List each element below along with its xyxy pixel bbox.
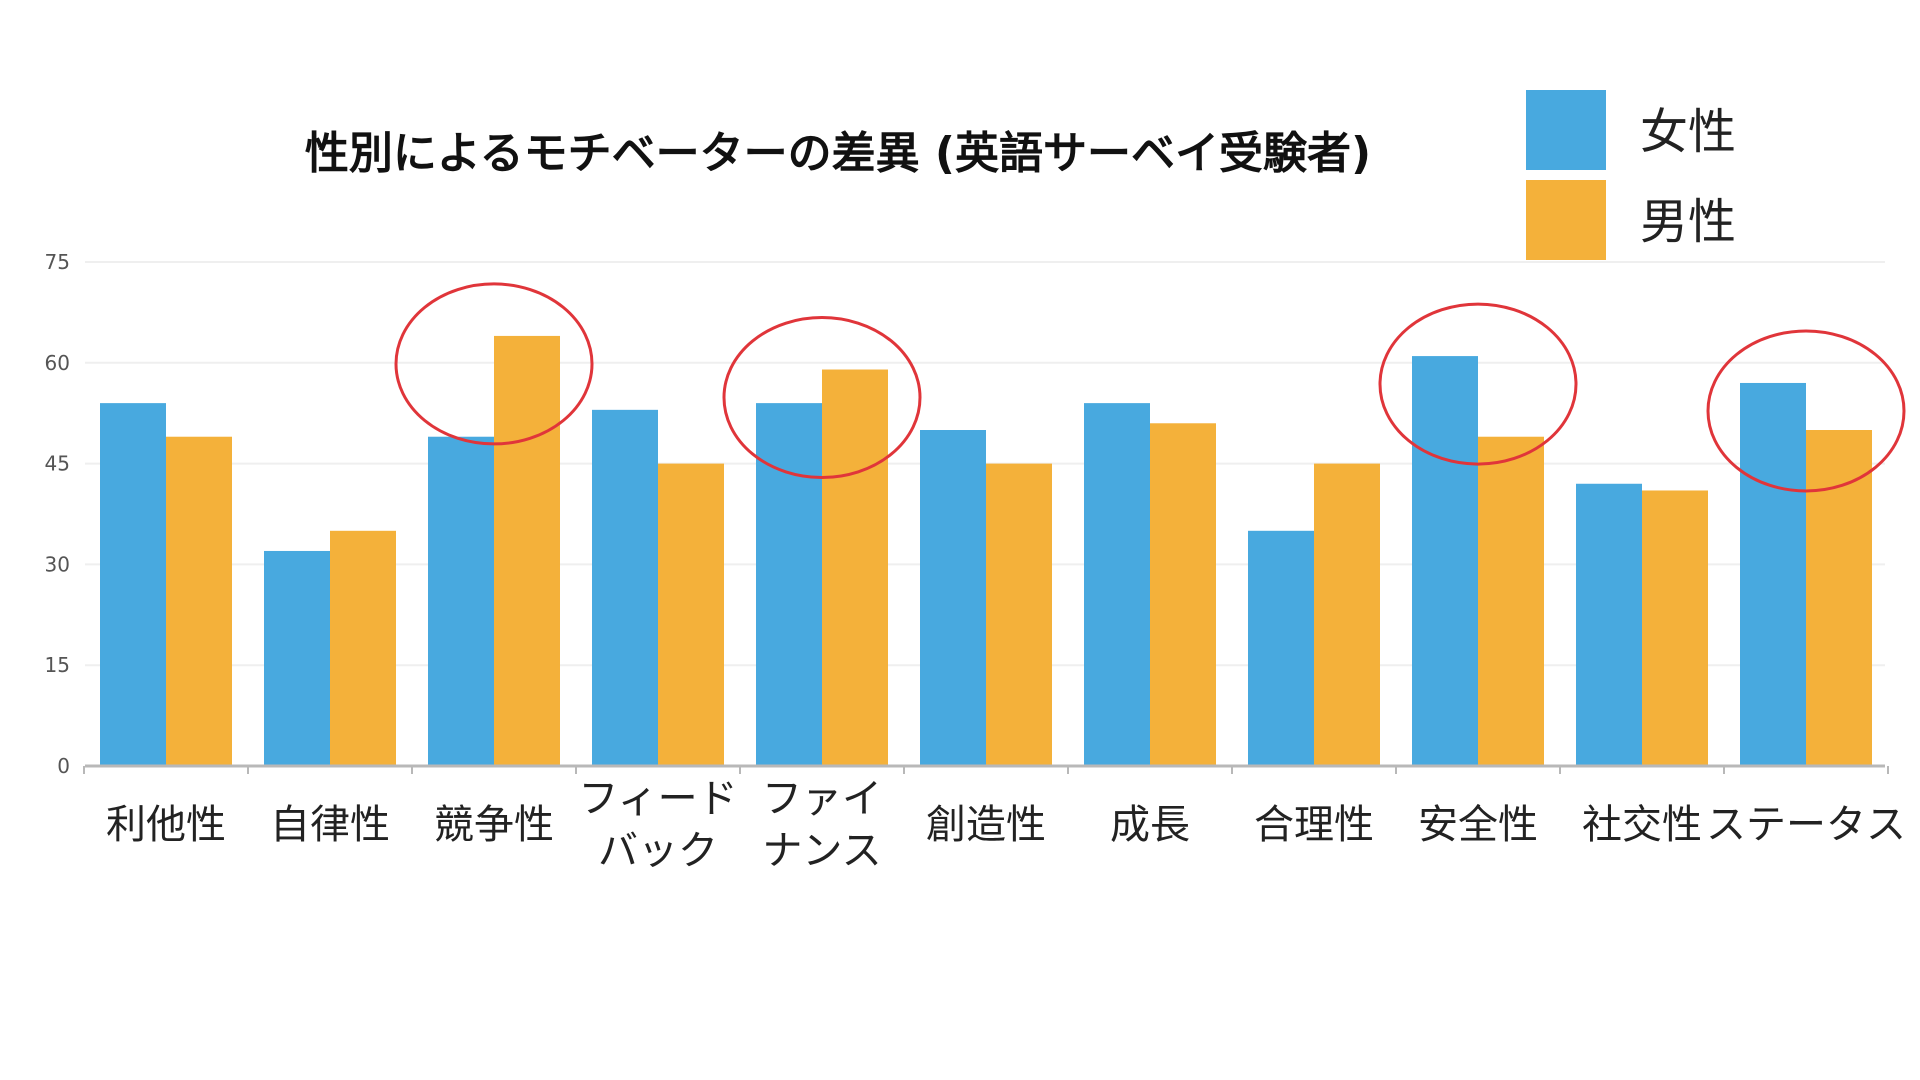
legend-swatch [1526, 180, 1606, 260]
bar-male [494, 335, 560, 766]
x-tick-label: 成長 [1110, 802, 1190, 848]
bar-male [1478, 436, 1544, 766]
bar-male [330, 530, 396, 766]
x-tick-label: 競争性 [434, 802, 554, 848]
bar-male [986, 463, 1052, 766]
x-tick-label: 創造性 [926, 802, 1046, 848]
x-tick-label: 安全性 [1418, 802, 1538, 848]
chart-title: 性別によるモチベーターの差異 (英語サーベイ受験者) [305, 128, 1371, 179]
bar-female [1412, 356, 1478, 766]
x-tick-label: 社交性 [1582, 802, 1702, 848]
y-tick-label: 45 [45, 452, 70, 476]
x-tick-label: フィード [578, 776, 737, 822]
x-tick-label: 自律性 [270, 802, 390, 848]
y-tick-label: 15 [45, 653, 70, 677]
bar-female [1740, 382, 1806, 766]
highlight-circles [394, 282, 1906, 493]
bar-female [592, 409, 658, 766]
bar-female [100, 403, 166, 766]
x-tick-label: 合理性 [1254, 802, 1374, 848]
x-tick-label: ステータス [1706, 802, 1906, 848]
legend-label: 男性 [1640, 194, 1736, 250]
legend-swatch [1526, 90, 1606, 170]
x-tick-label: ナンス [762, 828, 881, 874]
bar-female [264, 550, 330, 766]
bar-female [1576, 483, 1642, 766]
bar-female [428, 436, 494, 766]
bar-female [756, 403, 822, 766]
highlight-circle [1706, 329, 1906, 493]
x-tick-label: ファイ [762, 776, 882, 822]
bar-male [658, 463, 724, 766]
y-tick-label: 75 [45, 250, 70, 274]
bar-male [1642, 490, 1708, 766]
y-axis-ticks: 0 15 30 45 60 75 [45, 250, 70, 778]
x-tick-label: 利他性 [106, 802, 226, 848]
bars [100, 335, 1872, 766]
y-tick-label: 30 [45, 552, 70, 576]
legend-label: 女性 [1640, 104, 1736, 160]
bar-female [1248, 530, 1314, 766]
y-tick-label: 60 [45, 351, 70, 375]
bar-female [1084, 403, 1150, 766]
bar-male [166, 436, 232, 766]
highlight-circle [394, 282, 594, 446]
x-axis [83, 764, 1889, 774]
bar-male [1314, 463, 1380, 766]
bar-male [1150, 423, 1216, 766]
highlight-circle [722, 316, 922, 480]
highlight-circle [1378, 302, 1578, 466]
bar-male [822, 369, 888, 766]
bar-female [920, 430, 986, 766]
bar-male [1806, 430, 1872, 766]
x-tick-label: バック [598, 828, 718, 874]
y-tick-label: 0 [57, 754, 70, 778]
